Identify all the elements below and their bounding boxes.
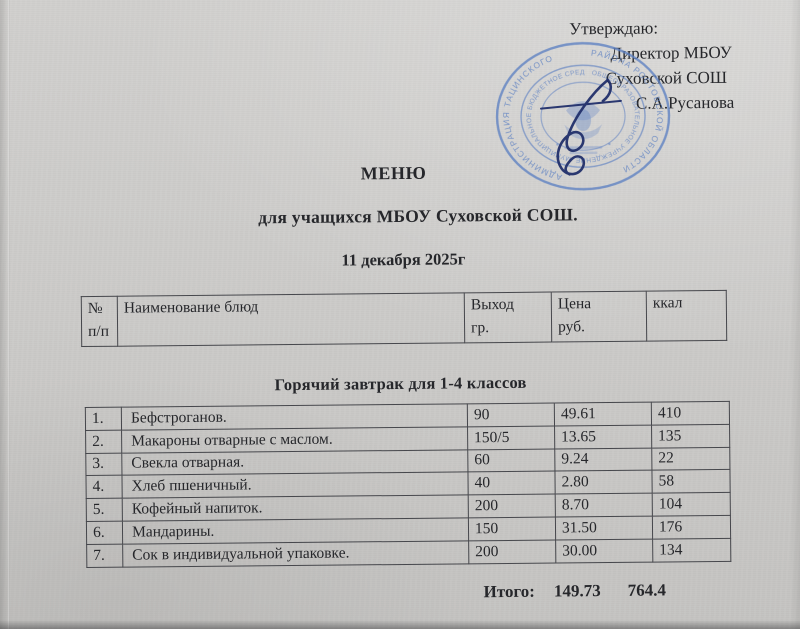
cell-number: 4. bbox=[85, 475, 123, 499]
header-line: п/п bbox=[88, 322, 110, 340]
cell-number: 6. bbox=[86, 521, 123, 545]
cell-kcal: 134 bbox=[652, 538, 731, 562]
cell-number: 3. bbox=[85, 452, 122, 476]
cell-output: 40 bbox=[467, 471, 556, 496]
cell-dish-name: Кофейный напиток. bbox=[122, 495, 469, 522]
menu-date: 11 декабря 2025г bbox=[341, 249, 466, 270]
menu-header-table: № п/п Наименование блюд Выход гр. Цена р… bbox=[81, 290, 727, 347]
column-header-kcal: ккал bbox=[646, 290, 727, 342]
paper-crease bbox=[8, 0, 10, 629]
cell-dish-name: Сок в индивидуальной упаковке. bbox=[122, 540, 469, 567]
header-line: Выход bbox=[470, 295, 515, 314]
cell-kcal: 22 bbox=[651, 446, 730, 471]
cell-price: 49.61 bbox=[554, 402, 652, 426]
cell-output: 200 bbox=[468, 539, 556, 564]
menu-items-table: 1. Бефстроганов. 90 49.61 410 2. Макарон… bbox=[85, 401, 732, 568]
cell-price: 13.65 bbox=[554, 424, 652, 449]
paper-bottom-edge bbox=[0, 620, 800, 629]
cell-price: 31.50 bbox=[555, 516, 653, 540]
cell-price: 8.70 bbox=[555, 493, 653, 518]
cell-kcal: 410 bbox=[651, 401, 730, 425]
totals-line: Итого: 149.73 764.4 bbox=[484, 580, 666, 602]
column-header-dish: Наименование блюд bbox=[117, 292, 465, 347]
header-line: ккал bbox=[652, 294, 683, 312]
paper-right-edge bbox=[790, 0, 800, 629]
page-subtitle: для учащихся МБОУ Суховской СОШ. bbox=[258, 204, 578, 228]
cell-price: 30.00 bbox=[555, 538, 653, 563]
cell-kcal: 58 bbox=[651, 469, 731, 494]
header-line: гр. bbox=[470, 319, 490, 337]
cell-dish-name: Бефстроганов. bbox=[121, 403, 468, 430]
cell-price: 9.24 bbox=[554, 447, 652, 472]
totals-label: Итого: bbox=[483, 581, 536, 602]
cell-output: 90 bbox=[467, 403, 555, 427]
cell-number: 1. bbox=[85, 407, 122, 431]
cell-output: 60 bbox=[467, 448, 555, 473]
header-line: № bbox=[87, 299, 103, 317]
cell-kcal: 176 bbox=[652, 515, 731, 539]
approval-line: Утверждаю: bbox=[569, 18, 659, 39]
cell-dish-name: Мандарины. bbox=[122, 517, 469, 544]
header-line: руб. bbox=[557, 318, 586, 336]
header-row: № п/п Наименование блюд Выход гр. Цена р… bbox=[81, 290, 727, 347]
round-stamp: АДМИНИСТРАЦИЯ ТАЦИНСКОГО РАЙОНА РОСТОВСК… bbox=[493, 39, 671, 191]
cell-number: 5. bbox=[86, 498, 123, 522]
column-header-price: Цена руб. bbox=[551, 291, 647, 343]
page-title: МЕНЮ bbox=[360, 162, 427, 184]
cell-dish-name: Макароны отварные с маслом. bbox=[121, 426, 468, 453]
cell-number: 2. bbox=[85, 429, 122, 454]
cell-dish-name: Хлеб пшеничный. bbox=[121, 472, 469, 499]
header-line: Цена bbox=[557, 295, 592, 313]
section-title: Горячий завтрак для 1-4 классов bbox=[274, 372, 527, 395]
cell-output: 150 bbox=[468, 517, 556, 541]
signature bbox=[539, 78, 622, 176]
column-header-output: Выход гр. bbox=[464, 292, 552, 343]
totals-price: 149.73 bbox=[553, 581, 601, 601]
cell-number: 7. bbox=[86, 543, 123, 568]
cell-price: 2.80 bbox=[554, 470, 653, 495]
cell-kcal: 135 bbox=[651, 424, 730, 448]
cell-kcal: 104 bbox=[652, 492, 731, 517]
cell-output: 200 bbox=[468, 494, 556, 518]
table-row: 7. Сок в индивидуальной упаковке. 200 30… bbox=[86, 538, 731, 568]
cell-output: 150/5 bbox=[467, 425, 555, 450]
paper-left-edge bbox=[0, 0, 8, 629]
cell-dish-name: Свекла отварная. bbox=[121, 449, 468, 476]
totals-kcal: 764.4 bbox=[627, 580, 667, 600]
column-header-number: № п/п bbox=[81, 296, 118, 347]
header-line: Наименование блюд bbox=[123, 298, 259, 317]
